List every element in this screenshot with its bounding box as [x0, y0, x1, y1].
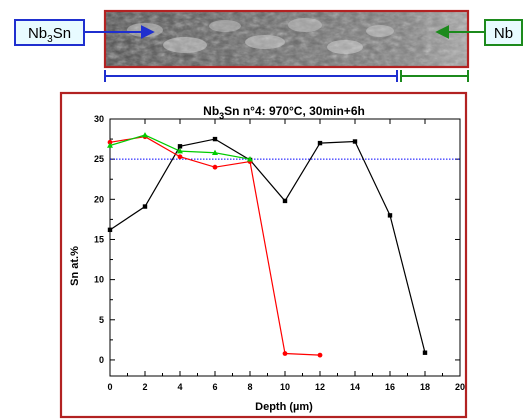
data-point [212, 136, 218, 142]
chart-panel-border [59, 91, 468, 419]
svg-text:Nb: Nb [494, 25, 513, 42]
data-point [352, 139, 358, 144]
svg-text:Nb3Sn: Nb3Sn [28, 25, 71, 45]
data-point [142, 204, 148, 209]
data-point [177, 144, 183, 149]
data-point [282, 351, 288, 356]
data-point [212, 164, 218, 170]
y-axis-label: Sn at.% [69, 246, 81, 286]
x-tick-label: 14 [350, 382, 360, 392]
y-tick-label: 30 [94, 114, 104, 124]
y-tick-label: 15 [94, 234, 104, 244]
data-point [422, 350, 428, 355]
x-tick-label: 12 [315, 382, 325, 392]
data-point [282, 198, 288, 204]
data-point [247, 156, 253, 162]
nb-region-label: Nb [484, 19, 523, 46]
data-point [177, 148, 183, 154]
x-axis-label: Depth (µm) [255, 401, 313, 413]
data-point [142, 132, 148, 138]
x-tick-label: 6 [212, 382, 217, 392]
chart-title: Nb3Sn n°4: 970°C, 30min+6h [203, 104, 365, 121]
data-point [387, 213, 393, 218]
x-tick-label: 18 [420, 382, 430, 392]
x-tick-label: 8 [247, 382, 252, 392]
nb3sn-region-label: Nb3Sn [14, 19, 85, 46]
y-tick-label: 5 [99, 315, 104, 325]
data-point [107, 139, 113, 145]
series-line-1 [109, 138, 426, 353]
sem-micrograph [103, 9, 470, 69]
data-point [107, 142, 113, 148]
data-point [317, 140, 323, 146]
y-tick-label: 10 [94, 275, 104, 285]
x-tick-label: 2 [142, 382, 147, 392]
x-tick-label: 10 [280, 382, 290, 392]
plot-area: 0 2 4 6 8 10 12 14 16 18 20 0 5 10 15 20 25 30 [94, 114, 465, 392]
y-tick-label: 25 [94, 154, 104, 164]
x-tick-label: 4 [177, 382, 182, 392]
x-tick-label: 20 [455, 382, 465, 392]
x-tick-label: 0 [107, 382, 112, 392]
nb-thickness-bracket [400, 70, 469, 82]
nb3sn-thickness-bracket [104, 70, 398, 82]
y-tick-label: 0 [99, 355, 104, 365]
y-tick-label: 20 [94, 194, 104, 204]
x-tick-label: 16 [385, 382, 395, 392]
data-point [212, 149, 218, 156]
data-point [107, 227, 113, 233]
data-point [177, 154, 183, 160]
data-point [317, 352, 323, 358]
